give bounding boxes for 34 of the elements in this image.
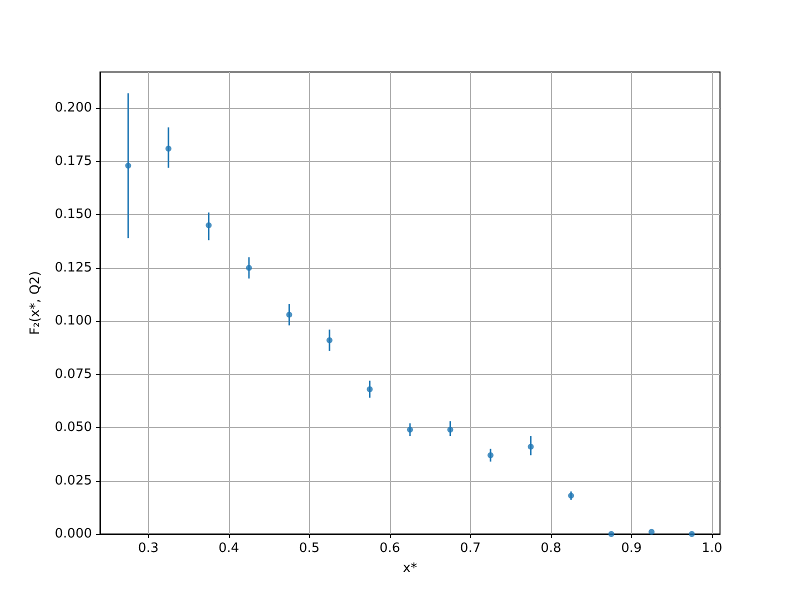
point [608,531,614,537]
y-tick-label: 0.175 [54,154,92,169]
point [326,337,332,344]
y-tick-label: 0.075 [54,366,92,382]
x-tick-label: 0.4 [218,541,240,556]
x-axis-title: x* [402,561,418,576]
x-tick-label: 0.9 [621,541,642,556]
y-tick-label: 0.150 [54,207,92,222]
point [488,452,494,458]
y-tick-label: 0.025 [54,473,92,488]
y-tick-label: 0.200 [54,100,92,116]
point [366,386,373,392]
point [447,426,454,433]
y-tick-label: 0.100 [54,314,92,329]
y-axis-title: F₂(x*, Q2) [28,271,43,335]
point [165,146,172,152]
x-tick-label: 0.7 [460,541,481,556]
point [688,531,695,537]
x-tick-label: 0.6 [380,541,400,556]
point [206,222,212,228]
x-tick-label: 1.0 [702,541,722,556]
y-tick-label: 0.125 [54,260,92,276]
x-tick-label: 0.5 [299,541,320,556]
point [286,312,292,318]
point [528,444,534,450]
point [246,264,252,271]
y-tick-label: 0.050 [54,420,92,436]
point [407,426,413,433]
point [125,162,132,169]
point [648,528,655,535]
point [568,492,574,499]
y-tick-label: 0.000 [54,526,92,542]
x-tick-label: 0.3 [138,541,159,556]
x-tick-label: 0.8 [540,541,562,556]
